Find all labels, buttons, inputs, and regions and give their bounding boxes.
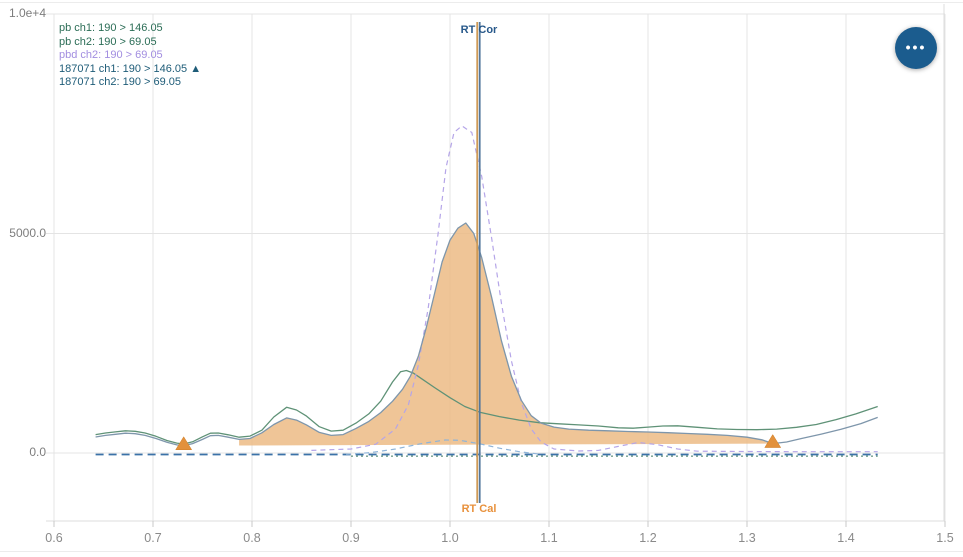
y-tick-label: 1.0e+4: [8, 6, 46, 20]
peak-integration-fill: [239, 223, 773, 446]
rt-cal-label[interactable]: RT Cal: [461, 503, 497, 515]
top-border: [0, 2, 963, 3]
x-tick-label: 0.7: [144, 531, 162, 545]
x-tick-label: 0.8: [243, 531, 261, 545]
x-tick-label: 0.6: [45, 531, 63, 545]
series-line-pbd-ch2-190-69-05: [311, 125, 878, 453]
x-tick-label: 1.3: [738, 531, 756, 545]
bottom-border: [0, 551, 963, 552]
rt-cor-label[interactable]: RT Cor: [460, 24, 498, 36]
peak-boundary-triangle: [175, 436, 193, 451]
x-tick-label: 1.2: [639, 531, 657, 545]
series-line-187071-ch1-190-146-05: [95, 222, 878, 447]
legend-item-3[interactable]: pbd ch2: 190 > 69.05: [59, 49, 163, 61]
x-tick-label: 1.5: [936, 531, 954, 545]
legend-item-4[interactable]: 187071 ch1: 190 > 146.05 ▲: [59, 62, 202, 75]
series-line-pb-ch1-190-146-05: [95, 369, 878, 445]
legend-item-5[interactable]: 187071 ch2: 190 > 69.05: [59, 76, 182, 88]
x-tick-label: 1.4: [837, 531, 855, 545]
y-tick-label: 5000.0: [9, 225, 46, 240]
series-line-aux-5: [346, 439, 540, 455]
x-tick-label: 1.1: [540, 531, 558, 545]
legend-item-2[interactable]: pb ch2: 190 > 69.05: [59, 35, 157, 48]
legend: pb ch1: 190 > 146.05 pb ch2: 190 > 69.05 p…: [59, 22, 201, 90]
peak-boundary-triangle: [764, 434, 782, 448]
ellipsis-icon: •••: [905, 39, 927, 55]
legend-item-1[interactable]: pb ch1: 190 > 146.05: [59, 22, 163, 34]
x-tick-label: 1.0: [441, 531, 459, 545]
chart-menu-button[interactable]: •••: [895, 27, 937, 69]
x-tick-label: 0.9: [342, 531, 360, 545]
y-tick-label: 0.0: [29, 445, 46, 459]
